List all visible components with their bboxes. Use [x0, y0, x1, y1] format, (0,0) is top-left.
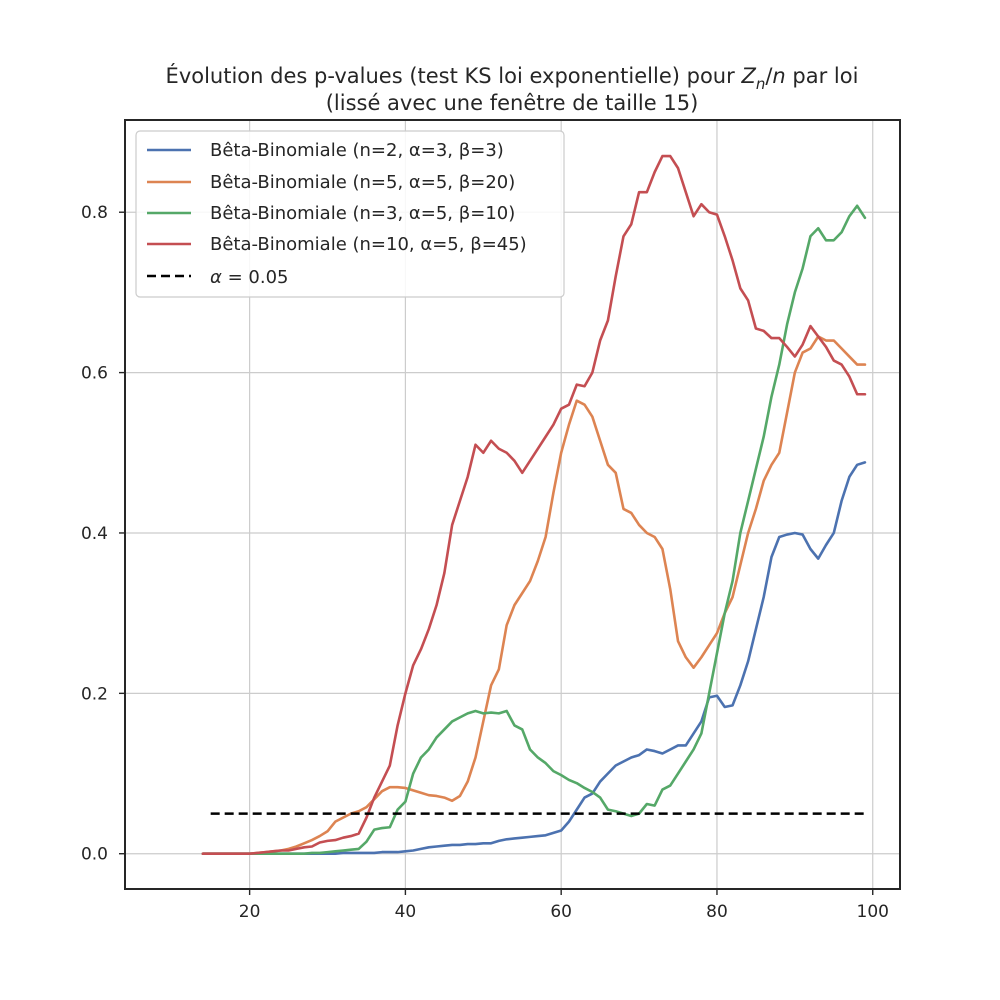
chart-title-subscript: n	[756, 75, 766, 93]
series-line-1	[201, 461, 867, 856]
series-line-4	[201, 154, 867, 856]
chart-title-suffix: par loi	[786, 64, 859, 88]
y-tick-label-3: 0.6	[81, 364, 108, 384]
legend-alpha-value: = 0.05	[222, 267, 289, 288]
series-line-3	[201, 204, 867, 856]
chart-title-denominator: n	[772, 64, 785, 88]
legend-label-series-3: Bêta-Binomiale (n=3, α=5, β=10)	[210, 203, 515, 224]
x-tick-label-3: 80	[706, 902, 728, 922]
chart-title: Évolution des p-values (test KS loi expo…	[166, 63, 859, 93]
legend-alpha-symbol: α	[210, 267, 222, 288]
legend-label-series-1: Bêta-Binomiale (n=2, α=3, β=3)	[210, 140, 504, 161]
chart-title-var: Z	[740, 64, 756, 88]
legend: Bêta-Binomiale (n=2, α=3, β=3) Bêta-Bino…	[135, 130, 565, 298]
y-tick-label-4: 0.8	[81, 203, 108, 223]
y-tick-label-0: 0.0	[81, 845, 108, 865]
legend-label-series-2: Bêta-Binomiale (n=5, α=5, β=20)	[210, 172, 515, 193]
chart-subtitle: (lissé avec une fenêtre de taille 15)	[326, 91, 699, 115]
y-tick-label-2: 0.4	[81, 524, 108, 544]
x-tick-label-4: 100	[857, 902, 889, 922]
y-tick-label-1: 0.2	[81, 684, 108, 704]
plot-frame	[124, 119, 901, 890]
x-tick-label-2: 60	[550, 902, 572, 922]
legend-box	[135, 130, 565, 298]
series-lines	[201, 154, 867, 856]
chart-title-slash: /	[765, 64, 773, 88]
series-line-2	[201, 335, 867, 856]
chart-title-text: Évolution des p-values (test KS loi expo…	[166, 63, 742, 88]
axis-ticks: 20 40 60 80 100 0.0 0.2 0.4 0.6 0.8	[81, 203, 889, 922]
x-tick-label-0: 20	[239, 902, 261, 922]
legend-label-alpha: α = 0.05	[210, 267, 288, 288]
legend-label-series-4: Bêta-Binomiale (n=10, α=5, β=45)	[210, 234, 527, 255]
x-tick-label-1: 40	[395, 902, 417, 922]
